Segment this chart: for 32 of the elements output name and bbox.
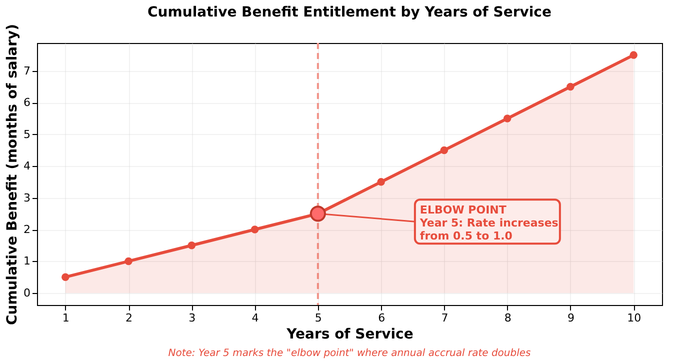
point	[124, 257, 132, 266]
y-tick-label: 1	[24, 254, 30, 268]
x-tick-label: 5	[314, 312, 322, 324]
x-tick-label: 1	[62, 312, 70, 324]
y-tick-label: 4	[24, 160, 30, 173]
point	[440, 146, 448, 154]
y-tick-label: 6	[24, 96, 30, 110]
y-tick-label: 0	[24, 286, 30, 300]
x-tick-label: 10	[627, 312, 642, 324]
x-tick-label: 6	[378, 312, 386, 324]
point	[503, 114, 512, 122]
x-tick-label: 9	[567, 312, 574, 324]
annotation: ELBOW POINT Year 5: Rate increases from 0.5 to 1.0	[418, 204, 559, 243]
x-axis-title: Years of Service	[286, 326, 414, 342]
point	[188, 242, 196, 250]
point	[566, 82, 574, 91]
y-axis-title: Cumulative Benefit (months of salary)	[4, 24, 20, 326]
y-tick-label: 5	[24, 128, 30, 141]
point	[377, 178, 385, 186]
y-tick-label: 2	[24, 223, 30, 236]
y-tick-label: 7	[24, 64, 30, 78]
x-tick-label: 2	[126, 312, 133, 324]
x-tick-label: 7	[441, 312, 448, 324]
point	[630, 51, 638, 59]
chart-title: Cumulative Benefit Entitlement by Years of Service	[148, 4, 552, 20]
point	[250, 226, 259, 234]
point	[62, 273, 70, 281]
x-tick-label: 8	[504, 312, 512, 324]
text: Note: Year 5 marks the "elbow point" where annual accrual rate doubles	[168, 348, 531, 359]
x-tick-label: 4	[252, 312, 259, 324]
x-tick-label: 3	[188, 312, 196, 324]
y-tick-label: 3	[24, 191, 30, 204]
